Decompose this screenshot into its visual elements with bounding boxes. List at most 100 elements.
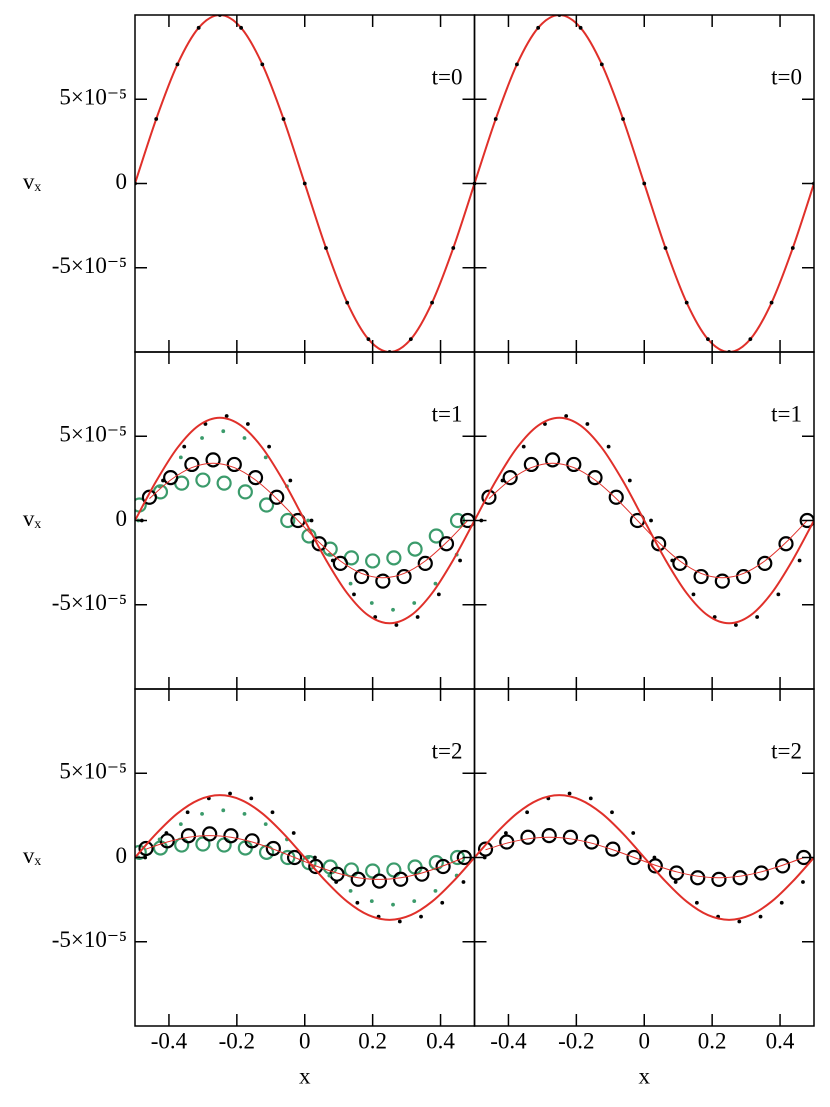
panel-annotation: t=1 [432,401,463,426]
dot [737,919,742,924]
dot [588,796,593,801]
circle-marker [371,873,388,889]
dot [327,552,332,557]
dot [196,25,201,30]
dot [330,558,335,563]
dot [652,855,657,860]
circle-marker [757,555,773,572]
dot [670,558,675,563]
dot [270,810,275,815]
dot [412,601,417,605]
dot [178,822,183,827]
circle-marker [280,512,296,529]
x-tick-label: 0 [299,1028,311,1053]
circle-marker [195,472,211,488]
dot [369,899,374,903]
circle-marker [608,489,624,505]
circle-marker [428,528,444,544]
dot [352,592,356,597]
circle-marker [163,469,179,486]
dot [224,414,229,418]
dot [200,436,204,440]
dot [436,592,441,597]
circle-marker [541,827,557,844]
circle-marker [626,849,642,866]
circle-marker [311,536,327,552]
y-tick-label: 5×10⁻⁵ [59,422,127,447]
circle-marker [223,828,239,844]
panel: t=0 [473,14,815,353]
circle-marker [396,568,412,585]
circle-marker [237,484,253,500]
dot [394,623,399,627]
dot [309,518,314,523]
circle-marker [562,829,579,845]
y-axis-label: vₓ [23,506,42,531]
dot [161,478,165,483]
plot-area [474,15,814,352]
panel-annotation: t=2 [771,738,802,763]
circle-marker [247,469,264,486]
dot [433,888,438,893]
dot [493,117,498,121]
dot [694,900,699,905]
circle-marker [732,870,748,886]
x-tick-label: -0.4 [151,1028,188,1053]
x-tick-label: -0.2 [219,1028,255,1053]
circle-marker [308,858,324,875]
plot-area [135,15,475,352]
dot [673,880,678,884]
dot [324,246,328,250]
dot [164,831,169,835]
dot [157,484,162,489]
circle-marker [520,829,536,845]
circle-marker [195,836,211,852]
x-tick-label: 0.2 [358,1028,387,1053]
circle-marker [365,553,381,569]
circle-marker [386,862,402,878]
circle-marker [180,828,197,844]
dot [302,181,307,186]
circle-marker [332,555,348,572]
dot [585,422,590,426]
circle-marker [647,858,663,874]
dot [734,623,738,627]
circle-marker [693,568,709,585]
dot [366,337,371,342]
circle-marker [711,871,727,888]
dot [200,812,204,816]
dot [415,615,420,619]
dot [536,25,541,30]
dot [599,62,604,67]
dot [776,592,781,597]
circle-marker [216,837,232,853]
dot [649,518,653,523]
dot [627,478,632,483]
dot [578,25,583,30]
circle-marker [605,841,621,857]
curve [485,836,804,879]
circle-marker [216,475,232,491]
dot [239,25,243,30]
dot [706,337,710,342]
dot [348,581,353,586]
dot [801,880,805,884]
plot-area [135,414,475,627]
dot [288,478,293,483]
circle-marker [265,840,281,857]
dot [185,810,190,815]
x-axis-label: x [639,1063,651,1088]
circle-marker [481,489,497,505]
circle-marker [205,452,221,468]
dot [790,246,795,250]
circle-marker [523,456,539,473]
dot [157,837,162,842]
x-tick-label: 0.4 [766,1028,795,1053]
dot [242,436,247,440]
dot [182,444,187,449]
dot [249,796,254,801]
dot [663,246,668,250]
dot [419,914,423,919]
curve [474,794,814,921]
dot [260,62,265,67]
